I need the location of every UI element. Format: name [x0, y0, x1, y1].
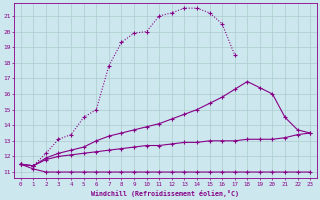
X-axis label: Windchill (Refroidissement éolien,°C): Windchill (Refroidissement éolien,°C)	[92, 190, 239, 197]
